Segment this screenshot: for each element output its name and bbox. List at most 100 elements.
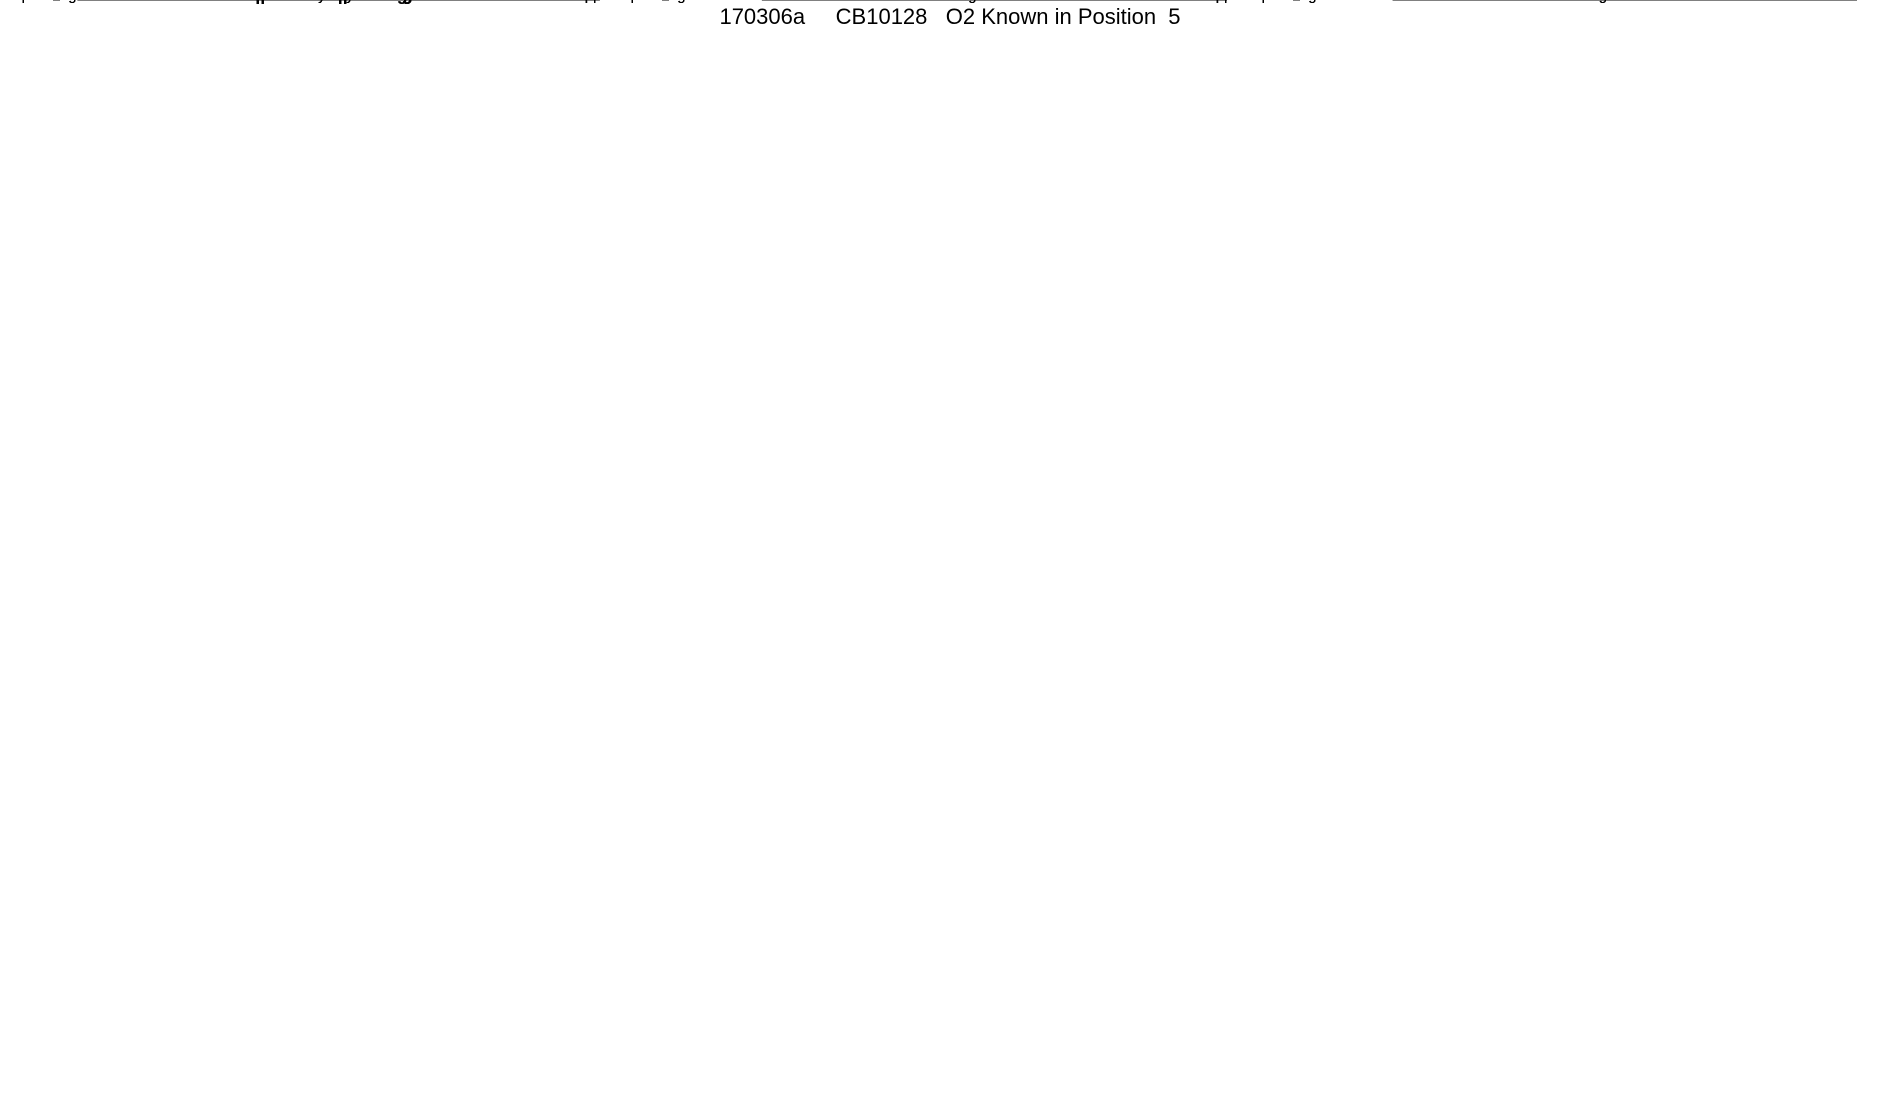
x-tick-label: -1000 [743, 0, 781, 4]
y-tick-label: -5 [1281, 0, 1294, 4]
x-tick-label: 1000 [1210, 0, 1243, 4]
x-tick-label: 1000 [1840, 0, 1873, 4]
fit-data-point [710, 0, 718, 4]
x-tick-label: -500 [1494, 0, 1524, 4]
y-tick-label: -400 [642, 0, 672, 4]
x-tick-label: 65.672 [577, 0, 623, 4]
x-tick-label: 0 [990, 0, 998, 4]
y-tick-label: -355 [33, 0, 63, 4]
slope-panel-row-1: Slope = -0.9 per meg/min65.66665.66765.6… [0, 0, 623, 4]
y-axis: -330-340 [33, 0, 63, 4]
y-axis: -400-800-1200 [638, 0, 676, 4]
x-axis-label: VUV signal [922, 0, 996, 4]
x-tick-label: -1000 [1374, 0, 1412, 4]
y-tick-label: -305 [33, 0, 63, 4]
x-tick-label: 65.666 [54, 0, 100, 4]
x-tick-label: -500 [863, 0, 893, 4]
y-tick-label: 5 [1284, 0, 1292, 4]
panel-title: Linear Fit [919, 0, 1000, 4]
y-tick-label: 0 [1284, 0, 1292, 4]
fit-panel-row-3: Linear Fit -1000 -500 0 500 1000 VUV signal -40… [576, 0, 1243, 4]
y-tick-label: -1200 [638, 0, 676, 4]
y-tick-label: 5 [1284, 0, 1292, 4]
panel-title: Residuals for Knowns [1495, 0, 1684, 4]
x-tick-label: 0 [990, 0, 998, 4]
y-axis-label: approx. per meg [1207, 0, 1316, 4]
panel-title: Linear Fit [919, 0, 1000, 4]
x-axis: -1000 -500 0 500 1000 [1374, 0, 1873, 4]
resid-panel-row-3: Residuals for Knowns -1000 -500 0 500 1000 VUV… [1207, 0, 1873, 4]
y-tick-label: -400 [642, 0, 672, 4]
slope-panel-row-4: Slope = -1.02 per meg/min65.81265.81365.… [0, 0, 579, 4]
residual-point [1825, 0, 1833, 4]
x-axis: -1000 -500 0 500 1000 [1374, 0, 1873, 4]
x-tick-label: 65.763 [72, 0, 118, 4]
x-tick-label: -1000 [1374, 0, 1412, 4]
y-tick-label: 0 [1284, 0, 1292, 4]
y-tick-label: -345 [33, 0, 63, 4]
y-axis-label: approx. per meg [576, 0, 685, 4]
x-axis: -1000 -500 0 500 1000 [743, 0, 1243, 4]
y-axis-label: approx. per meg [0, 0, 77, 4]
y-tick-label: 10 [1280, 0, 1297, 4]
fit-panel-row-4: Linear Fit -1000 -500 0 500 1000 VUV signal -40… [576, 0, 1243, 4]
y-tick-label: -335 [33, 0, 63, 4]
x-tick-label: 65.670 [403, 0, 449, 4]
x-tick-label: 65.668 [229, 0, 275, 4]
panel-title: Residuals for Knowns [1495, 0, 1684, 4]
y-tick-label: 10 [1280, 0, 1297, 4]
y-axis-label: approx. per meg [0, 0, 77, 4]
x-tick-label: 500 [1728, 0, 1753, 4]
page-title: 170306a CB10128 O2 Known in Position 5 [719, 4, 1181, 29]
x-axis-label: day of year [301, 0, 375, 4]
y-tick-label: -1200 [638, 0, 676, 4]
y-axis-label: approx. per meg [576, 0, 685, 4]
x-tick-label: 0 [1621, 0, 1629, 4]
x-tick-label: 65.669 [316, 0, 362, 4]
y-tick-label: 10 [1280, 0, 1297, 4]
y-tick-label: -5 [1281, 0, 1294, 4]
x-axis-label: VUV signal [922, 0, 996, 4]
x-tick-label: 65.715 [148, 0, 194, 4]
x-tick-label: -500 [1494, 0, 1524, 4]
y-axis: 1050-5-10 [1277, 0, 1300, 4]
panel-title: Linear Fit [919, 0, 1000, 4]
x-tick-label: 0 [1621, 0, 1629, 4]
x-axis: 65.71465.71565.71665.71765.71865.71965.7… [63, 0, 623, 4]
x-tick-label: 65.718 [406, 0, 452, 4]
fit-data-point [1195, 0, 1203, 4]
y-tick-label: -800 [642, 0, 672, 4]
y-axis: 1050-5-10 [1277, 0, 1300, 4]
slope-panel-row-3: Slope = -0.98 per meg/min65.76365.76465.… [0, 0, 553, 4]
y-tick-label: -330 [33, 0, 63, 4]
y-axis-label: approx. per meg [1207, 0, 1316, 4]
x-tick-label: 1000 [1210, 0, 1243, 4]
x-tick-label: 500 [1728, 0, 1753, 4]
x-axis-label: VUV signal [922, 0, 996, 4]
resid-panel-row-2: Residuals for Knowns -1000 -500 0 500 1000 VUV… [1207, 0, 1873, 4]
y-tick-label: -10 [1277, 0, 1299, 4]
x-tick-label: 65.716 [234, 0, 280, 4]
x-axis-label: VUV signal [1553, 0, 1627, 4]
x-tick-label: 65.813 [185, 0, 231, 4]
x-tick-label: 500 [1098, 0, 1123, 4]
x-tick-label: 1000 [1840, 0, 1873, 4]
y-axis-label: approx. per meg [576, 0, 685, 4]
x-tick-label: 1000 [1840, 0, 1873, 4]
x-tick-label: 500 [1728, 0, 1753, 4]
x-axis: -1000 -500 0 500 1000 [743, 0, 1243, 4]
x-tick-label: 65.812 [98, 0, 144, 4]
y-axis-label: approx. per meg [576, 0, 685, 4]
fit-data-point [732, 0, 740, 4]
x-tick-label: -500 [863, 0, 893, 4]
x-tick-label: 65.768 [507, 0, 553, 4]
y-axis: -335-345-355 [33, 0, 63, 4]
x-tick-label: 65.814 [272, 0, 318, 4]
x-axis-label: VUV signal [1553, 0, 1627, 4]
y-tick-label: -1200 [638, 0, 676, 4]
y-tick-label: -345 [33, 0, 63, 4]
x-tick-label: -500 [863, 0, 893, 4]
fit-data-point [700, 0, 708, 4]
x-tick-label: 65.714 [63, 0, 109, 4]
slope-panel-row-2: Slope = -0.78 per meg/min65.71465.71565.… [0, 0, 623, 4]
